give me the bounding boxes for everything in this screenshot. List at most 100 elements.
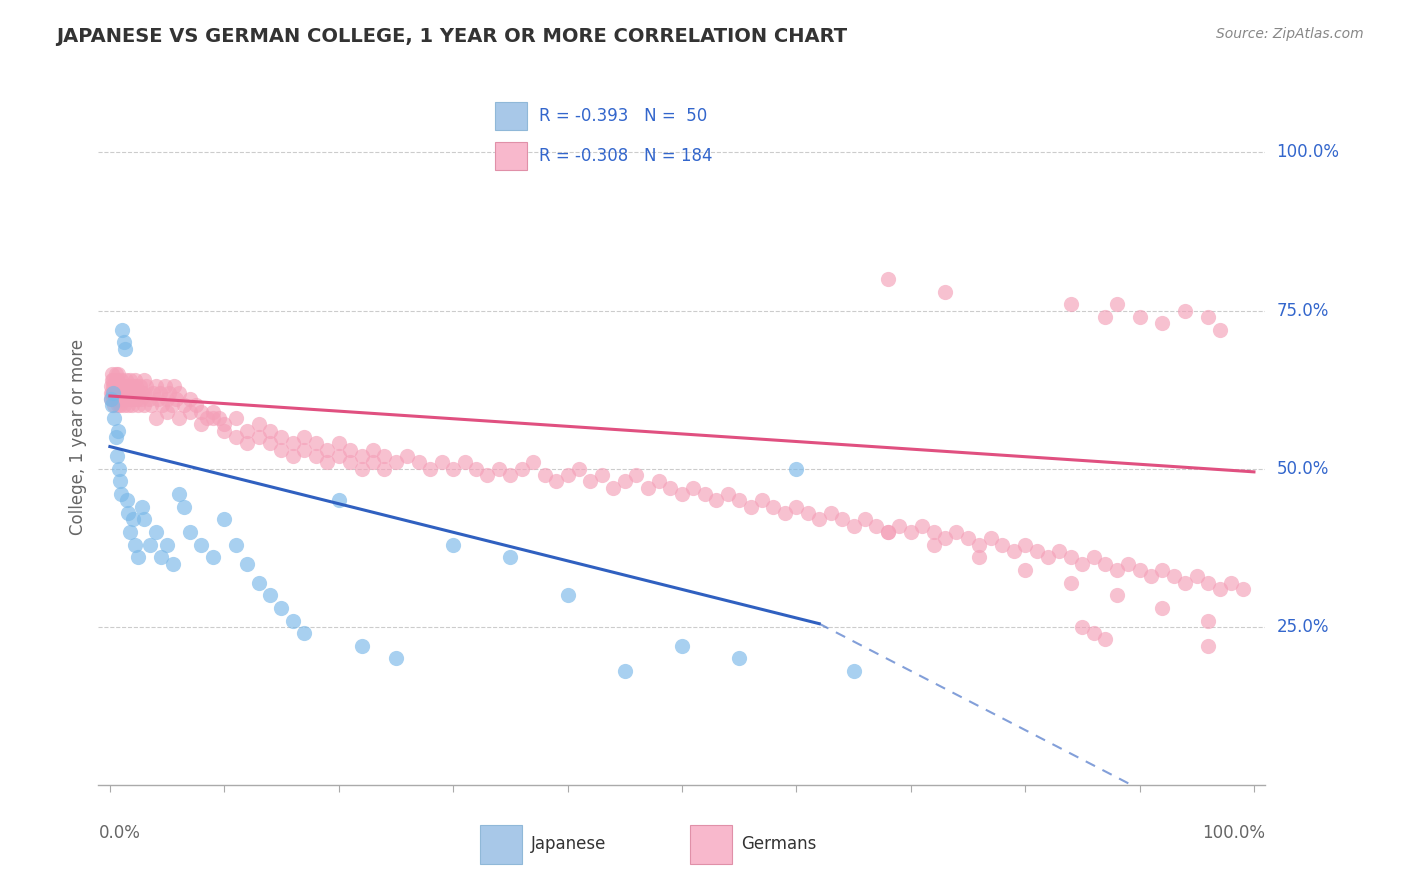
Point [201,550,224,565]
Point [1094,310,1116,324]
Point [129,392,152,406]
Point [105,373,128,387]
Point [991,538,1014,552]
Point [156,392,179,406]
Point [568,461,591,475]
Point [922,524,945,539]
Point [488,461,510,475]
Point [441,538,464,552]
Point [361,442,384,457]
Point [648,475,671,489]
Point [160,399,183,413]
Point [1128,563,1150,577]
Point [956,531,979,545]
Point [108,392,131,406]
Point [122,385,145,400]
Point [114,342,136,356]
Point [671,487,693,501]
Point [112,385,135,400]
Point [740,500,762,514]
Point [134,512,156,526]
Point [236,557,259,571]
Point [533,468,555,483]
Point [1049,544,1071,558]
Point [114,392,136,406]
Point [613,664,636,678]
Point [247,417,270,432]
Point [292,626,315,640]
Point [115,379,138,393]
Point [135,379,157,393]
Text: 25.0%: 25.0% [1277,618,1329,636]
Point [557,468,579,483]
Point [865,518,887,533]
Point [889,518,911,533]
Point [167,411,190,425]
Point [1071,557,1094,571]
Point [1014,538,1036,552]
Point [127,550,149,565]
Point [980,531,1002,545]
Point [111,322,134,336]
Point [1152,600,1174,615]
Point [173,500,195,514]
Point [1083,626,1105,640]
Point [624,468,647,483]
Point [127,392,149,406]
Point [1152,563,1174,577]
Point [1220,575,1243,590]
Point [934,285,956,299]
Point [100,392,122,406]
Point [149,385,172,400]
Point [138,392,160,406]
Point [103,373,125,387]
Point [167,487,190,501]
Point [1208,582,1230,596]
Text: Source: ZipAtlas.com: Source: ZipAtlas.com [1216,27,1364,41]
Point [105,449,128,463]
Point [259,424,281,438]
Point [1060,575,1083,590]
Point [134,399,156,413]
Point [124,385,146,400]
Point [385,651,408,665]
Point [120,373,142,387]
Point [499,468,522,483]
Point [1128,310,1150,324]
Point [270,442,292,457]
Point [853,512,876,526]
Point [659,481,682,495]
Point [110,373,132,387]
Point [103,379,125,393]
Point [107,399,129,413]
Point [156,538,179,552]
Point [1197,639,1219,653]
Point [125,379,148,393]
Point [900,524,922,539]
Point [350,639,373,653]
Point [842,518,865,533]
Point [671,639,693,653]
Point [751,493,773,508]
Point [385,455,408,469]
Point [350,461,373,475]
Point [499,550,522,565]
Point [1060,297,1083,311]
Point [214,424,236,438]
Point [1060,550,1083,565]
Point [557,588,579,602]
Point [922,538,945,552]
Point [1185,569,1208,583]
Text: JAPANESE VS GERMAN COLLEGE, 1 YEAR OR MORE CORRELATION CHART: JAPANESE VS GERMAN COLLEGE, 1 YEAR OR MO… [56,27,848,45]
Point [112,399,135,413]
Point [911,518,934,533]
Point [157,385,180,400]
Point [179,524,201,539]
Point [112,335,135,350]
Point [167,385,190,400]
Point [328,436,350,450]
Point [101,367,124,381]
Point [876,524,898,539]
Point [1105,297,1128,311]
Point [114,379,136,393]
